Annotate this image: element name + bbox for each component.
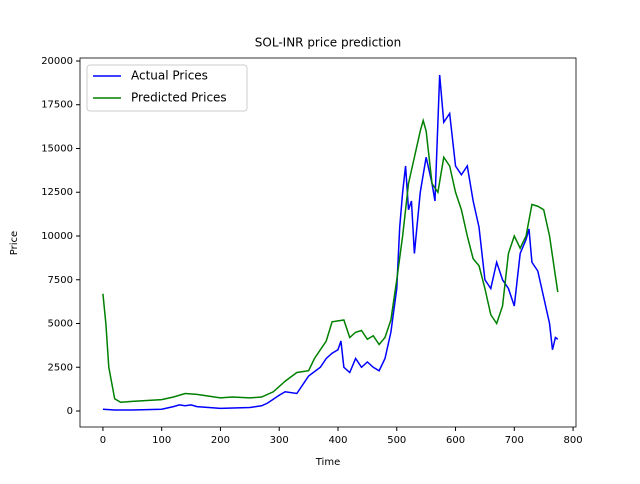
legend-label: Predicted Prices: [131, 91, 227, 105]
x-tick-label: 600: [446, 435, 465, 446]
x-tick-label: 100: [152, 435, 171, 446]
y-tick-label: 17500: [41, 100, 73, 111]
y-axis-label: Price: [9, 231, 20, 255]
x-tick-label: 200: [211, 435, 230, 446]
x-tick-label: 0: [100, 435, 106, 446]
y-tick-label: 20000: [41, 56, 73, 67]
data-line: [102, 74, 559, 411]
x-tick-label: 300: [270, 435, 289, 446]
chart-title: SOL-INR price prediction: [255, 36, 401, 50]
legend-box: [86, 64, 248, 112]
x-tick-label: 700: [505, 435, 524, 446]
x-tick-label: 800: [564, 435, 583, 446]
legend-label: Actual Prices: [131, 69, 208, 83]
plot-frame: [79, 57, 577, 428]
y-tick-label: 10000: [41, 231, 73, 242]
y-tick-label: 0: [67, 406, 73, 417]
y-tick-label: 5000: [48, 319, 73, 330]
y-tick-label: 2500: [48, 362, 73, 373]
x-tick-label: 400: [328, 435, 347, 446]
x-axis-label: Time: [315, 457, 340, 468]
y-tick-label: 12500: [41, 187, 73, 198]
x-tick-label: 500: [387, 435, 406, 446]
data-line: [102, 117, 559, 404]
y-tick-label: 15000: [41, 143, 73, 154]
y-tick-label: 7500: [48, 275, 73, 286]
